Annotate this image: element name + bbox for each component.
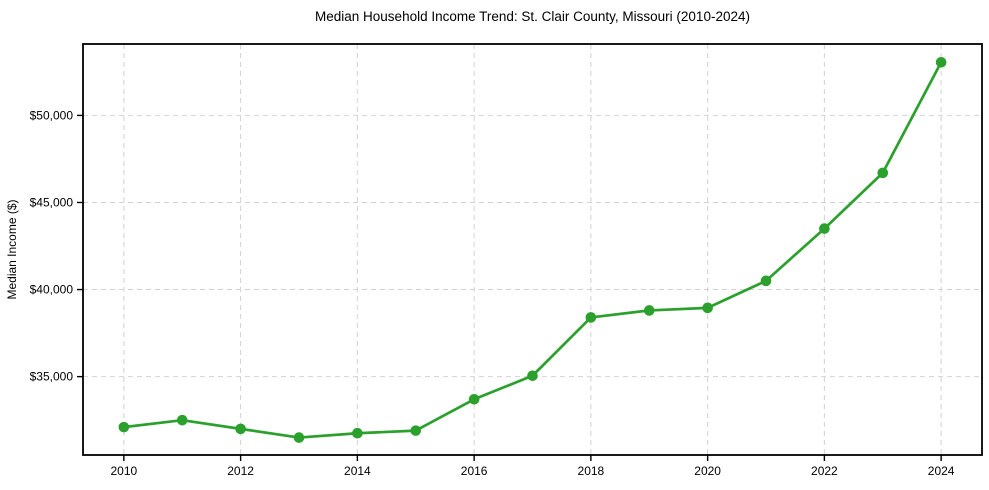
x-tick-label: 2024 [928, 464, 955, 478]
x-tick-label: 2022 [811, 464, 838, 478]
axes-box [82, 43, 983, 456]
data-point [468, 393, 480, 405]
data-point [352, 427, 363, 439]
chart-title: Median Household Income Trend: St. Clair… [315, 9, 750, 24]
data-point [527, 370, 538, 382]
x-tick-label: 2018 [578, 464, 605, 478]
data-point [235, 423, 246, 435]
data-point [118, 421, 130, 433]
data-point [643, 305, 655, 316]
x-tick-label: 2016 [461, 464, 488, 478]
x-tick-label: 2014 [344, 464, 371, 478]
data-point [877, 167, 889, 179]
y-tick-label: $40,000 [30, 283, 74, 297]
data-point [293, 432, 305, 443]
y-tick-label: $35,000 [30, 370, 74, 384]
x-tick-label: 2020 [694, 464, 721, 478]
y-axis-label: Median Income ($) [5, 199, 19, 299]
data-point [760, 275, 772, 287]
data-point [935, 56, 947, 68]
x-tick-label: 2010 [111, 464, 138, 478]
data-point [819, 223, 830, 234]
data-point [702, 302, 713, 314]
data-point [176, 414, 188, 426]
data-point [410, 425, 422, 436]
y-tick-label: $45,000 [30, 195, 74, 209]
x-tick-label: 2012 [227, 464, 254, 478]
y-tick-label: $50,000 [30, 108, 74, 122]
data-point [585, 312, 597, 323]
